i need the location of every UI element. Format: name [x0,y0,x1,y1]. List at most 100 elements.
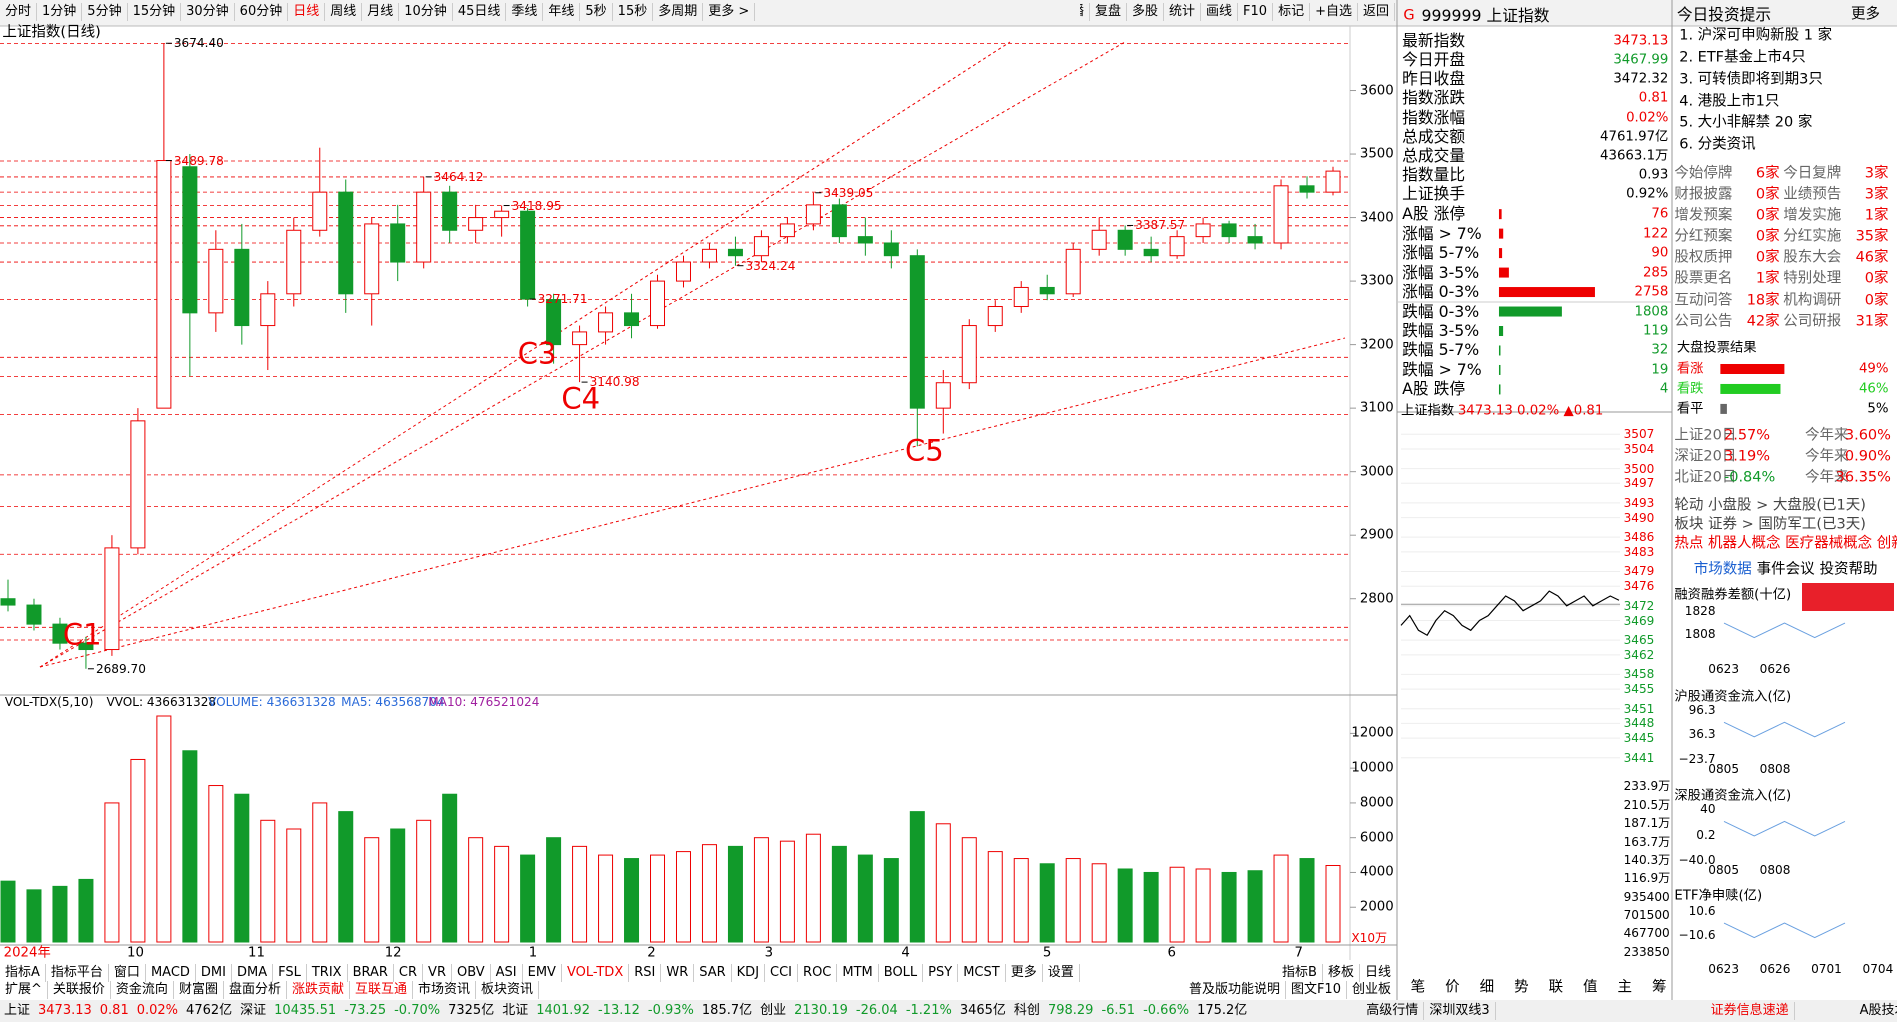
tab[interactable]: 5分钟 [82,3,128,21]
tab[interactable]: 指标平台 [46,964,109,982]
tab[interactable]: 年线 [543,3,581,21]
news-item[interactable]: 6. 分类资讯 [1679,136,1756,153]
news-item[interactable]: 4. 港股上市1只 [1679,93,1780,110]
mini-tab[interactable]: 联 [1548,980,1564,997]
news-tab[interactable]: 投资帮助 [1819,561,1878,578]
tab[interactable]: 统计 [1164,3,1202,21]
tab[interactable]: 画线 [1201,3,1239,21]
mini-tick: 3476 [1623,579,1655,594]
tab[interactable]: 更多 > [703,3,756,21]
badge: G [1403,7,1415,24]
news-item[interactable]: 3. 可转债即将到期3只 [1679,71,1823,88]
tab[interactable]: 30分钟 [181,3,235,21]
tab[interactable]: 市场资讯 [413,981,477,999]
tab[interactable]: DMI [196,964,232,982]
tab[interactable]: PSY [923,964,959,982]
tab[interactable]: 扩展^ [0,981,48,999]
tab[interactable]: 1分钟 [37,3,83,21]
tab[interactable]: 直播 [1080,3,1090,21]
tab[interactable]: DMA [232,964,274,982]
tab[interactable]: TRIX [307,964,348,982]
tab[interactable]: SAR [694,964,732,982]
tab[interactable]: MCST [958,964,1006,982]
tab[interactable]: 财富圈 [174,981,224,999]
tab[interactable]: BRAR [348,964,394,982]
volume-bar [961,837,977,943]
status-link[interactable]: 证券信息速递 [1706,1002,1795,1020]
tab[interactable]: 日线 [288,3,326,21]
tab[interactable]: BOLL [879,964,924,982]
tab[interactable]: 复盘 [1090,3,1127,21]
tab[interactable]: EMV [523,964,562,982]
news-more[interactable]: 更多 [1851,6,1881,23]
tab[interactable]: +自选 [1310,3,1358,21]
tab[interactable]: VOL-TDX [562,964,630,982]
status-item[interactable]: 高级行情 [1361,1002,1425,1020]
tab[interactable]: CCI [765,964,799,982]
news-item[interactable]: 2. ETF基金上市4只 [1679,49,1806,66]
tab[interactable]: 标记 [1273,3,1311,21]
tab[interactable]: 日线 [1360,964,1397,982]
tab[interactable]: 45日线 [453,3,507,21]
tab[interactable]: 移板 [1323,964,1360,982]
tab[interactable]: 图文F10 [1286,981,1347,999]
tab[interactable]: FSL [273,964,307,982]
tab[interactable]: OBV [452,964,491,982]
tab[interactable]: 窗口 [109,964,146,982]
mini-tab[interactable]: 值 [1583,980,1598,997]
news-tab[interactable]: 事件会议 [1756,561,1815,578]
panel-date: 0704 [1862,962,1894,977]
tab[interactable]: 指标A [0,964,46,982]
tab[interactable]: F10 [1238,3,1274,21]
mini-tab[interactable]: 笔 [1410,980,1426,997]
tab[interactable]: RSI [629,964,662,982]
tab[interactable]: 5秒 [580,3,613,21]
tab[interactable]: 互联互通 [350,981,413,999]
tab[interactable]: CR [394,964,424,982]
tab[interactable]: 创业板 [1347,981,1397,999]
tab[interactable]: ROC [798,964,838,982]
candle-body [546,299,562,346]
tab[interactable]: 月线 [362,3,400,21]
status-link[interactable]: A股技术分析 [1855,1002,1897,1020]
event-label: 机构调研 [1783,292,1842,309]
tab[interactable]: MTM [837,964,879,982]
tab[interactable]: 15分钟 [128,3,182,21]
mini-title: 上证指数 [1400,403,1455,419]
tab[interactable]: 板块资讯 [476,981,540,999]
tab[interactable]: 更多 [1006,964,1043,982]
tab[interactable]: 资金流向 [111,981,174,999]
tab[interactable]: 10分钟 [399,3,453,21]
tab[interactable]: 涨跌贡献 [287,981,350,999]
event-count: 0家 [1755,229,1780,246]
tab[interactable]: WR [661,964,695,982]
tab[interactable]: ASI [491,964,523,982]
tab[interactable]: 指标B [1277,964,1323,982]
tab[interactable]: 季线 [506,3,544,21]
status-item[interactable]: 深圳双线3 [1424,1002,1496,1020]
tab[interactable]: 多周期 [653,3,704,21]
mini-tab[interactable]: 筹 [1652,980,1667,997]
news-item[interactable]: 1. 沪深可申购新股 1 家 [1679,28,1833,45]
tab[interactable]: 设置 [1043,964,1080,982]
tab[interactable]: 返回 [1358,3,1395,21]
tab[interactable]: VR [423,964,452,982]
tab[interactable]: 周线 [325,3,363,21]
tab[interactable]: MACD [146,964,196,982]
tab[interactable]: 分时 [0,3,38,21]
event-count: 1家 [1864,208,1889,225]
tab[interactable]: 普及版功能说明 [1184,981,1286,999]
tab[interactable]: 关联报价 [48,981,111,999]
mini-tab[interactable]: 主 [1617,980,1633,997]
news-tab[interactable]: 市场数据 [1693,561,1752,578]
tab[interactable]: 60分钟 [235,3,289,21]
tab[interactable]: 15秒 [613,3,654,21]
tab[interactable]: 多股 [1127,3,1164,21]
volume-bar [338,811,354,943]
mini-tab[interactable]: 细 [1479,980,1495,997]
mini-tab[interactable]: 势 [1514,980,1529,997]
tab[interactable]: 盘面分析 [224,981,287,999]
tab[interactable]: KDJ [732,964,766,982]
mini-tab[interactable]: 价 [1445,980,1460,997]
news-item[interactable]: 5. 大小非解禁 20 家 [1679,115,1813,132]
